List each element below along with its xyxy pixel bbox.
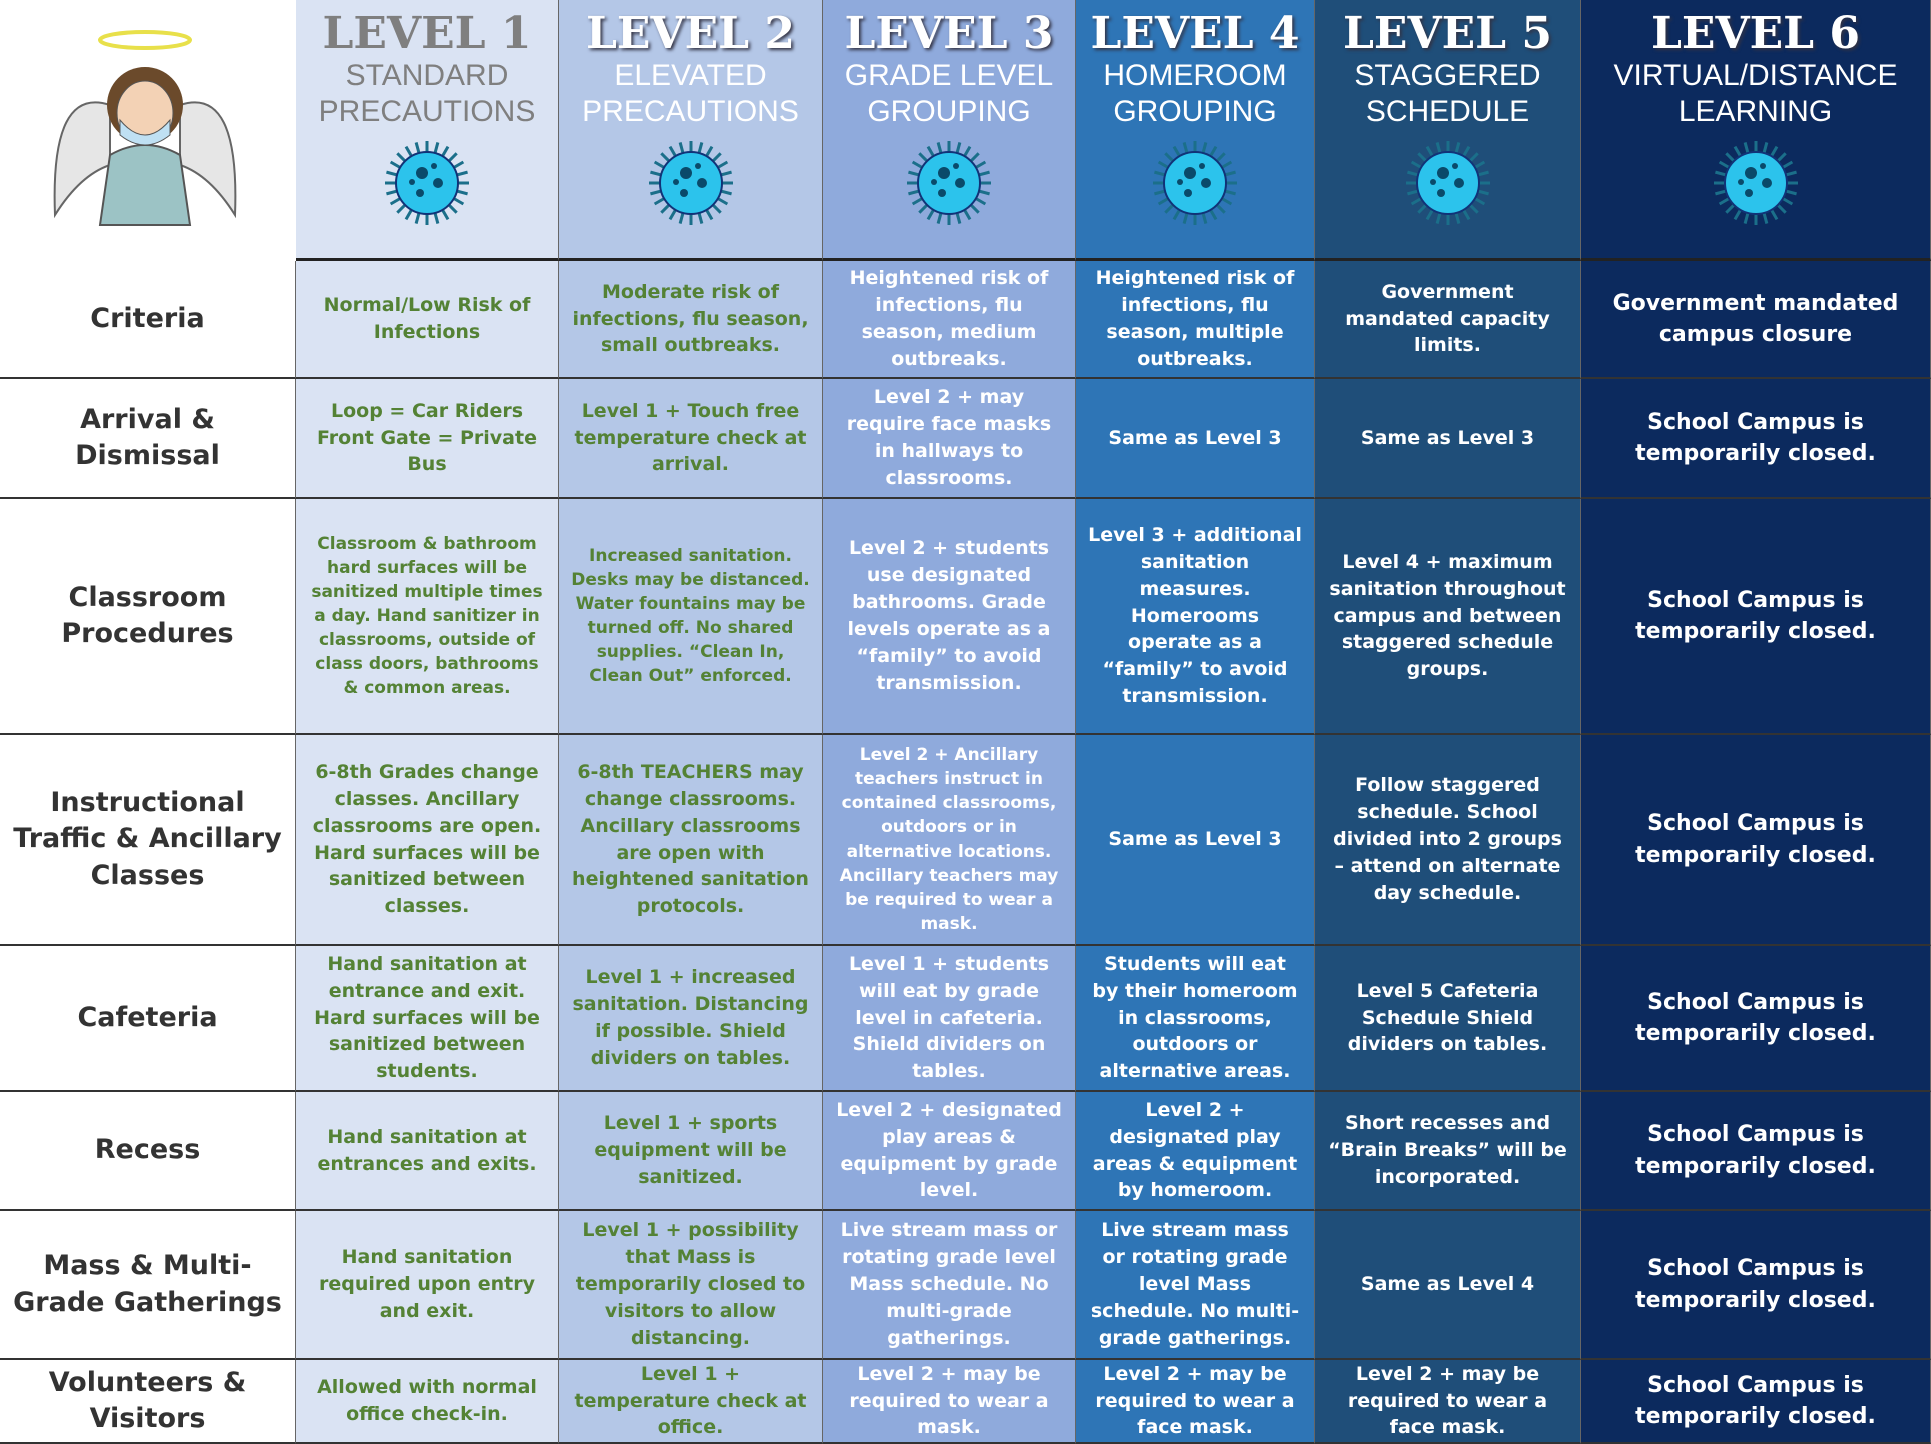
cell-text: School Campus is temporarily closed. <box>1581 1092 1931 1211</box>
cell-text: Short recesses and “Brain Breaks” will b… <box>1315 1092 1581 1211</box>
cell-text: Level 2 + may be required to wear a face… <box>1076 1360 1315 1444</box>
cell-text: Classroom & bathroom hard surfaces will … <box>296 499 559 735</box>
cell-text: 6-8th Grades change classes. Ancillary c… <box>296 735 559 946</box>
cell-text: Level 2 + designated play areas & equipm… <box>823 1092 1076 1211</box>
level-header: LEVEL 2 ELEVATED PRECAUTIONS <box>559 0 823 261</box>
cell-text: Level 2 + Ancillary teachers instruct in… <box>823 735 1076 946</box>
cell-text: Live stream mass or rotating grade level… <box>823 1211 1076 1360</box>
cell-text: Hand sanitation at entrances and exits. <box>296 1092 559 1211</box>
cell-text: Loop = Car Riders Front Gate = Private B… <box>296 379 559 499</box>
virus-icon <box>648 141 733 226</box>
virus-icon <box>907 141 991 226</box>
cell-text: School Campus is temporarily closed. <box>1581 1211 1931 1360</box>
row-label: Cafeteria <box>0 946 296 1092</box>
cell-text: Same as Level 3 <box>1076 735 1315 946</box>
cell-text: School Campus is temporarily closed. <box>1581 379 1931 499</box>
cell-text: Follow staggered schedule. School divide… <box>1315 735 1581 946</box>
level-name: ELEVATED PRECAUTIONS <box>582 59 799 129</box>
cell-text: Government mandated campus closure <box>1581 261 1931 379</box>
level-number: LEVEL 6 <box>1650 8 1861 59</box>
cell-text: Same as Level 3 <box>1315 379 1581 499</box>
cell-text: Level 1 + Touch free temperature check a… <box>559 379 823 499</box>
cell-text: Normal/Low Risk of Infections <box>296 261 559 379</box>
cell-text: Level 2 + may be required to wear a face… <box>1315 1360 1581 1444</box>
cell-text: Level 1 + temperature check at office. <box>559 1360 823 1444</box>
level-name: GRADE LEVEL GROUPING <box>844 59 1054 129</box>
row-label: Volunteers & Visitors <box>0 1360 296 1444</box>
cell-text: Level 1 + students will eat by grade lev… <box>823 946 1076 1092</box>
cell-text: Level 4 + maximum sanitation throughout … <box>1315 499 1581 735</box>
cell-text: Live stream mass or rotating grade level… <box>1076 1211 1315 1360</box>
cell-text: Level 2 + designated play areas & equipm… <box>1076 1092 1315 1211</box>
cell-text: Allowed with normal office check-in. <box>296 1360 559 1444</box>
cell-text: Heightened risk of infections, flu seaso… <box>1076 261 1315 379</box>
virus-icon <box>1405 141 1490 226</box>
cell-text: School Campus is temporarily closed. <box>1581 1360 1931 1444</box>
level-name: VIRTUAL/DISTANCE LEARNING <box>1613 59 1898 129</box>
cell-text: Heightened risk of infections, flu seaso… <box>823 261 1076 379</box>
level-number: LEVEL 3 <box>844 8 1054 59</box>
level-number: LEVEL 5 <box>1342 8 1553 59</box>
cell-text: Level 2 + students use designated bathro… <box>823 499 1076 735</box>
row-label: Recess <box>0 1092 296 1211</box>
cell-text: School Campus is temporarily closed. <box>1581 499 1931 735</box>
virus-icon <box>1153 141 1237 226</box>
cell-text: Hand sanitation required upon entry and … <box>296 1211 559 1360</box>
row-label: Mass & Multi-Grade Gatherings <box>0 1211 296 1360</box>
level-name: STANDARD PRECAUTIONS <box>318 59 536 129</box>
cell-text: Level 2 + may be required to wear a mask… <box>823 1360 1076 1444</box>
level-name: HOMEROOM GROUPING <box>1103 59 1287 129</box>
cell-text: Increased sanitation. Desks may be dista… <box>559 499 823 735</box>
row-label: Criteria <box>0 261 296 379</box>
level-name: STAGGERED SCHEDULE <box>1354 59 1541 129</box>
row-label: Arrival & Dismissal <box>0 379 296 499</box>
cell-text: Level 1 + sports equipment will be sanit… <box>559 1092 823 1211</box>
row-label: Instructional Traffic & Ancillary Classe… <box>0 735 296 946</box>
cell-text: Moderate risk of infections, flu season,… <box>559 261 823 379</box>
cell-text: School Campus is temporarily closed. <box>1581 946 1931 1092</box>
cell-text: Level 1 + possibility that Mass is tempo… <box>559 1211 823 1360</box>
level-header: LEVEL 5 STAGGERED SCHEDULE <box>1315 0 1581 261</box>
cell-text: Level 3 + additional sanitation measures… <box>1076 499 1315 735</box>
cell-text: Level 5 Cafeteria Schedule Shield divide… <box>1315 946 1581 1092</box>
level-header: LEVEL 6 VIRTUAL/DISTANCE LEARNING <box>1581 0 1931 261</box>
level-number: LEVEL 4 <box>1090 8 1300 59</box>
cell-text: Government mandated capacity limits. <box>1315 261 1581 379</box>
cell-text: Same as Level 4 <box>1315 1211 1581 1360</box>
virus-icon <box>385 141 469 226</box>
level-header: LEVEL 1 STANDARD PRECAUTIONS <box>296 0 559 261</box>
cell-text: Hand sanitation at entrance and exit. Ha… <box>296 946 559 1092</box>
angel-icon <box>53 30 237 226</box>
virus-icon <box>1713 141 1798 226</box>
level-number: LEVEL 1 <box>322 8 532 59</box>
cell-text: 6-8th TEACHERS may change classrooms. An… <box>559 735 823 946</box>
level-number: LEVEL 2 <box>585 8 796 59</box>
level-header: LEVEL 4 HOMEROOM GROUPING <box>1076 0 1315 261</box>
cell-text: Same as Level 3 <box>1076 379 1315 499</box>
cell-text: Level 2 + may require face masks in hall… <box>823 379 1076 499</box>
row-label: Classroom Procedures <box>0 499 296 735</box>
level-header: LEVEL 3 GRADE LEVEL GROUPING <box>823 0 1076 261</box>
cell-text: Level 1 + increased sanitation. Distanci… <box>559 946 823 1092</box>
cell-text: School Campus is temporarily closed. <box>1581 735 1931 946</box>
cell-text: Students will eat by their homeroom in c… <box>1076 946 1315 1092</box>
